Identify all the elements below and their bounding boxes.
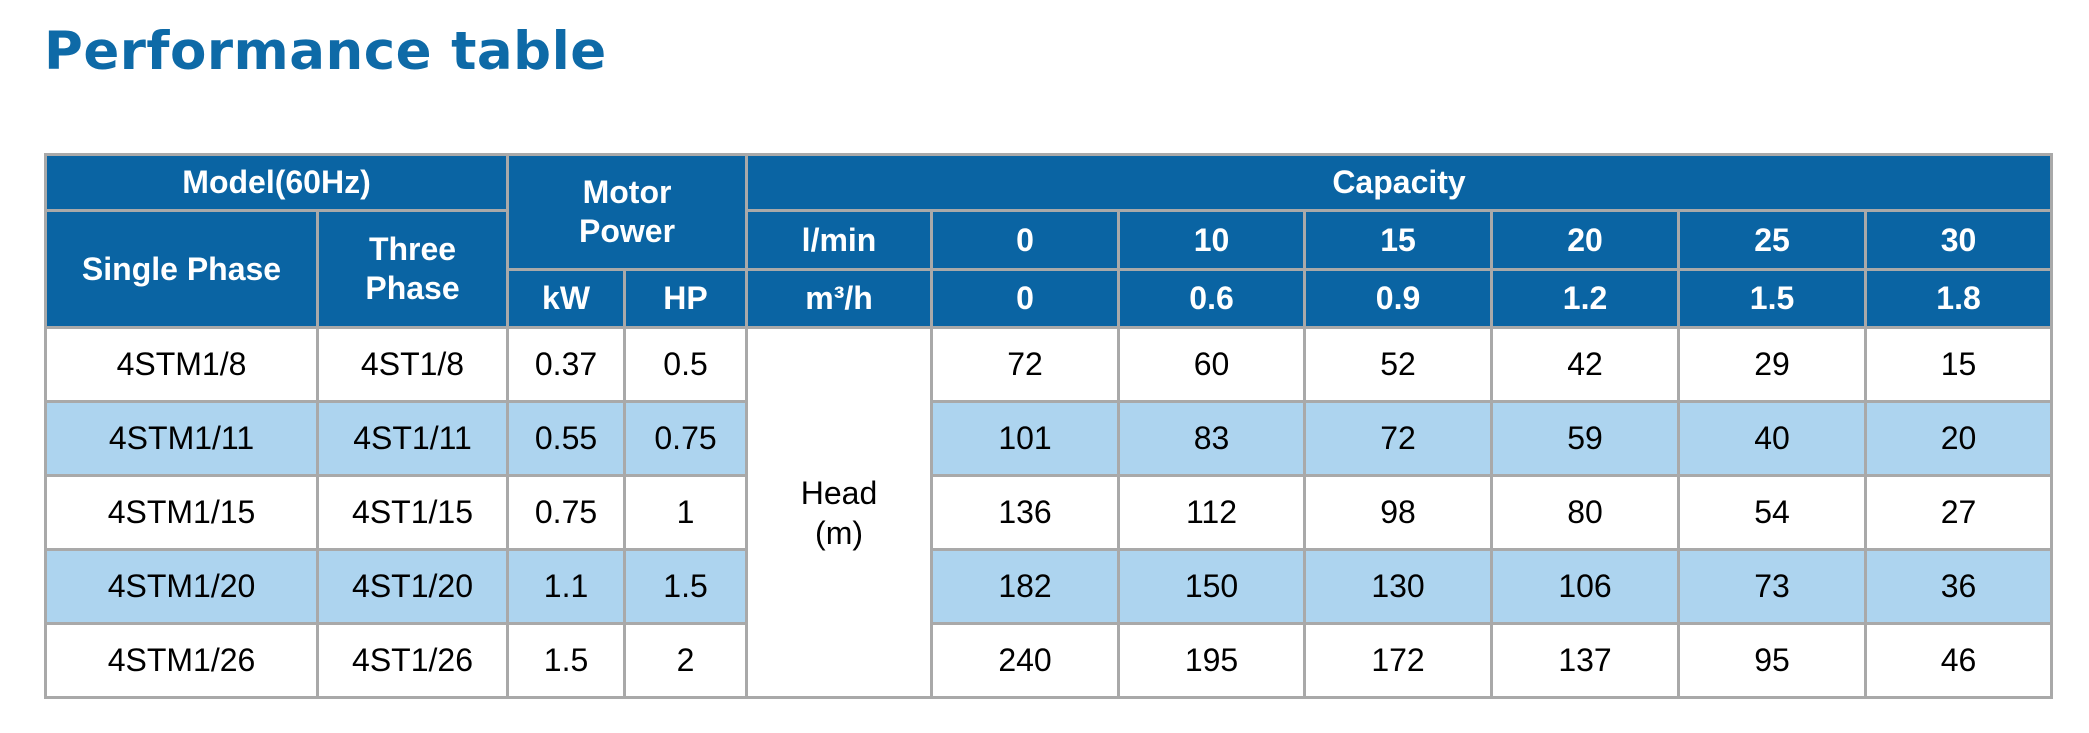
header-row-3: kW HP m³/h 0 0.6 0.9 1.2 1.5 1.8 bbox=[46, 268, 2054, 329]
power-hp: 2 bbox=[623, 622, 749, 699]
head-value: 95 bbox=[1677, 622, 1868, 699]
m3h-value: 0 bbox=[930, 268, 1121, 329]
power-hp: 0.75 bbox=[623, 400, 749, 477]
head-value: 240 bbox=[930, 622, 1121, 699]
hp-header: HP bbox=[623, 268, 749, 329]
three-phase-model: 4ST1/20 bbox=[315, 548, 510, 625]
lmin-value: 0 bbox=[930, 209, 1121, 271]
m3h-value: 0.6 bbox=[1117, 268, 1307, 329]
head-value: 101 bbox=[930, 400, 1121, 477]
head-value: 172 bbox=[1303, 622, 1494, 699]
power-hp: 1.5 bbox=[623, 548, 749, 625]
m3h-value: 1.2 bbox=[1490, 268, 1681, 329]
power-hp: 0.5 bbox=[623, 326, 749, 403]
page-title: Performance table bbox=[44, 21, 607, 82]
lmin-value: 30 bbox=[1864, 209, 2054, 271]
head-value: 83 bbox=[1117, 400, 1307, 477]
head-value: 136 bbox=[930, 474, 1121, 551]
lmin-label: l/min bbox=[745, 209, 934, 271]
single-phase-model: 4STM1/15 bbox=[44, 474, 319, 551]
kw-header: kW bbox=[506, 268, 627, 329]
head-value: 20 bbox=[1864, 400, 2054, 477]
single-phase-header: Single Phase bbox=[44, 209, 319, 329]
single-phase-model: 4STM1/26 bbox=[44, 622, 319, 699]
head-value: 60 bbox=[1117, 326, 1307, 403]
head-value: 80 bbox=[1490, 474, 1681, 551]
head-value: 42 bbox=[1490, 326, 1681, 403]
table-row: 4STM1/8 4ST1/8 0.37 0.5 Head (m) 72 60 5… bbox=[44, 326, 2054, 699]
m3h-value: 1.5 bbox=[1677, 268, 1868, 329]
power-kw: 1.5 bbox=[506, 622, 627, 699]
motor-power-header: Motor Power bbox=[506, 153, 749, 271]
head-value: 27 bbox=[1864, 474, 2054, 551]
head-value: 137 bbox=[1490, 622, 1681, 699]
head-value: 72 bbox=[930, 326, 1121, 403]
lmin-value: 15 bbox=[1303, 209, 1494, 271]
head-value: 130 bbox=[1303, 548, 1494, 625]
table-row: 4STM1/20 4ST1/20 1.1 1.5 182 150 130 106… bbox=[44, 548, 2054, 625]
head-value: 59 bbox=[1490, 400, 1681, 477]
head-value: 73 bbox=[1677, 548, 1868, 625]
model-header: Model(60Hz) bbox=[43, 153, 510, 212]
performance-table: Model(60Hz) Motor Power Capacity Single … bbox=[43, 153, 2054, 699]
m3h-value: 0.9 bbox=[1303, 268, 1494, 329]
head-value: 195 bbox=[1117, 622, 1307, 699]
power-hp: 1 bbox=[623, 474, 749, 551]
m3h-label: m³/h bbox=[745, 268, 934, 329]
power-kw: 0.75 bbox=[506, 474, 627, 551]
power-kw: 0.37 bbox=[506, 326, 627, 403]
head-value: 52 bbox=[1303, 326, 1494, 403]
power-kw: 0.55 bbox=[506, 400, 627, 477]
head-value: 36 bbox=[1864, 548, 2054, 625]
three-phase-model: 4ST1/11 bbox=[315, 400, 510, 477]
header-row-2: Single Phase Three Phase l/min 0 10 15 2… bbox=[44, 209, 2054, 329]
capacity-header: Capacity bbox=[745, 153, 2054, 212]
three-phase-model: 4ST1/26 bbox=[315, 622, 510, 699]
head-label: Head (m) bbox=[745, 326, 934, 699]
head-value: 46 bbox=[1864, 622, 2054, 699]
power-kw: 1.1 bbox=[506, 548, 627, 625]
head-value: 182 bbox=[930, 548, 1121, 625]
three-phase-header: Three Phase bbox=[315, 209, 510, 329]
lmin-value: 10 bbox=[1117, 209, 1307, 271]
head-value: 54 bbox=[1677, 474, 1868, 551]
three-phase-model: 4ST1/15 bbox=[315, 474, 510, 551]
head-value: 150 bbox=[1117, 548, 1307, 625]
head-value: 106 bbox=[1490, 548, 1681, 625]
table-row: 4STM1/26 4ST1/26 1.5 2 240 195 172 137 9… bbox=[44, 622, 2054, 699]
single-phase-model: 4STM1/8 bbox=[44, 326, 319, 403]
head-value: 98 bbox=[1303, 474, 1494, 551]
single-phase-model: 4STM1/11 bbox=[44, 400, 319, 477]
table-row: 4STM1/11 4ST1/11 0.55 0.75 101 83 72 59 … bbox=[44, 400, 2054, 477]
head-value: 40 bbox=[1677, 400, 1868, 477]
head-value: 15 bbox=[1864, 326, 2054, 403]
head-value: 112 bbox=[1117, 474, 1307, 551]
header-row-1: Model(60Hz) Motor Power Capacity bbox=[43, 153, 2054, 271]
head-value: 29 bbox=[1677, 326, 1868, 403]
m3h-value: 1.8 bbox=[1864, 268, 2054, 329]
head-value: 72 bbox=[1303, 400, 1494, 477]
three-phase-model: 4ST1/8 bbox=[315, 326, 510, 403]
lmin-value: 25 bbox=[1677, 209, 1868, 271]
lmin-value: 20 bbox=[1490, 209, 1681, 271]
table-row: 4STM1/15 4ST1/15 0.75 1 136 112 98 80 54… bbox=[44, 474, 2054, 551]
single-phase-model: 4STM1/20 bbox=[44, 548, 319, 625]
